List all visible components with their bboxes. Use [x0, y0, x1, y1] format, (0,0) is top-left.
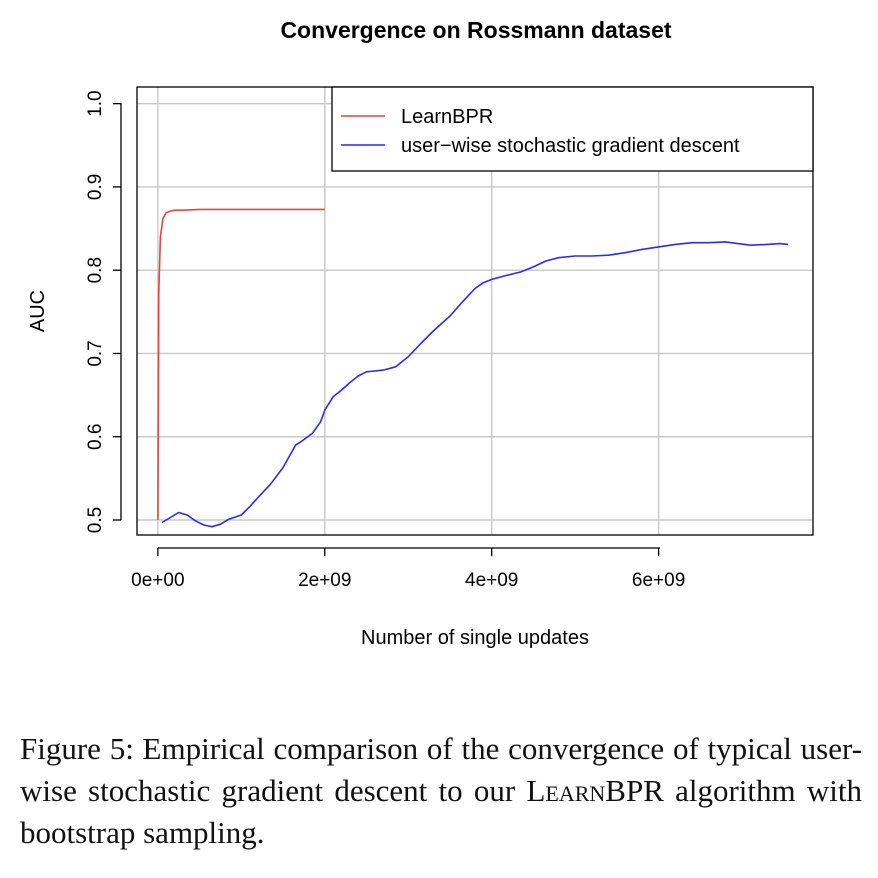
chart-title: Convergence on Rossmann dataset: [280, 17, 671, 43]
y-tick-label: 0.5: [85, 507, 106, 533]
y-tick-label: 0.7: [85, 340, 106, 366]
y-tick-label: 0.9: [85, 174, 106, 200]
x-tick-label: 0e+00: [131, 570, 184, 591]
convergence-chart: Convergence on Rossmann dataset 0e+00 2e+…: [27, 17, 814, 649]
legend-label-sgd: user−wise stochastic gradient descent: [401, 135, 740, 157]
caption-algorithm-name: LearnBPR: [526, 773, 664, 808]
legend: LearnBPR user−wise stochastic gradient d…: [331, 86, 814, 172]
series-line-0: [157, 208, 325, 521]
axes: 0e+00 2e+09 4e+09 6e+09 0.5 0.6 0.7 0.8 0.9 1.0: [85, 90, 685, 591]
legend-label-learnbpr: LearnBPR: [401, 106, 493, 128]
series-layer: [157, 208, 789, 528]
x-tick-label: 2e+09: [298, 570, 351, 591]
series-line-1: [161, 241, 789, 528]
x-tick-label: 6e+09: [632, 570, 685, 591]
x-axis-label: Number of single updates: [361, 627, 589, 649]
y-axis-label: AUC: [27, 290, 49, 332]
caption-text: Figure 5: Empirical comparison of the co…: [20, 731, 862, 808]
y-tick-label: 1.0: [85, 90, 106, 116]
caption-text-end: algorithm with bootstrap sampling.: [20, 773, 862, 850]
figure-caption: Figure 5: Empirical comparison of the co…: [20, 728, 862, 854]
y-tick-label: 0.8: [85, 257, 106, 283]
x-tick-label: 4e+09: [465, 570, 518, 591]
y-tick-label: 0.6: [85, 424, 106, 450]
legend-box: [331, 86, 814, 172]
